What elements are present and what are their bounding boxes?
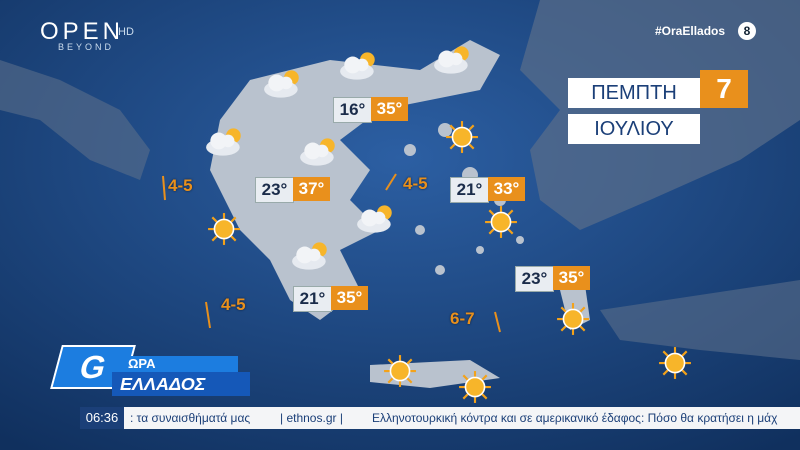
min-temp: 21° [293, 286, 332, 312]
wind-arrows [162, 173, 501, 333]
max-temp: 35° [331, 286, 368, 310]
date-day: ΠΕΜΠΤΗ [568, 78, 700, 108]
show-line2: ΕΛΛΑΔΟΣ [112, 372, 250, 396]
ticker-item: : τα συναισθήματά μας [130, 411, 251, 425]
wind-force: 6-7 [450, 309, 475, 328]
wind-force: 4-5 [168, 176, 193, 195]
logo-brand: OPEN [40, 18, 125, 45]
date-month: ΙΟΥΛΙΟΥ [568, 114, 700, 144]
hashtag: #OraEllados [655, 24, 726, 38]
show-line1: ΩΡΑ [122, 356, 238, 372]
wind-force: 4-5 [403, 174, 428, 193]
logo-hd: HD [118, 26, 134, 38]
max-temp: 37° [293, 177, 330, 201]
logo-sub: BEYOND [58, 42, 115, 52]
min-temp: 16° [333, 97, 372, 123]
max-temp: 35° [553, 266, 590, 290]
ticker-time: 06:36 [80, 407, 124, 429]
ticker-item: | ethnos.gr | [280, 411, 343, 425]
ticker-bar [80, 407, 800, 429]
wind-force: 4-5 [221, 295, 246, 314]
date-number: 7 [700, 70, 748, 108]
ticker-item: Ελληνοτουρκική κόντρα και σε αμερικανικό… [372, 411, 778, 425]
min-temp: 23° [255, 177, 294, 203]
min-temp: 23° [515, 266, 554, 292]
channel-badge: 8 [738, 22, 756, 40]
max-temp: 35° [371, 97, 408, 121]
max-temp: 33° [488, 177, 525, 201]
min-temp: 21° [450, 177, 489, 203]
